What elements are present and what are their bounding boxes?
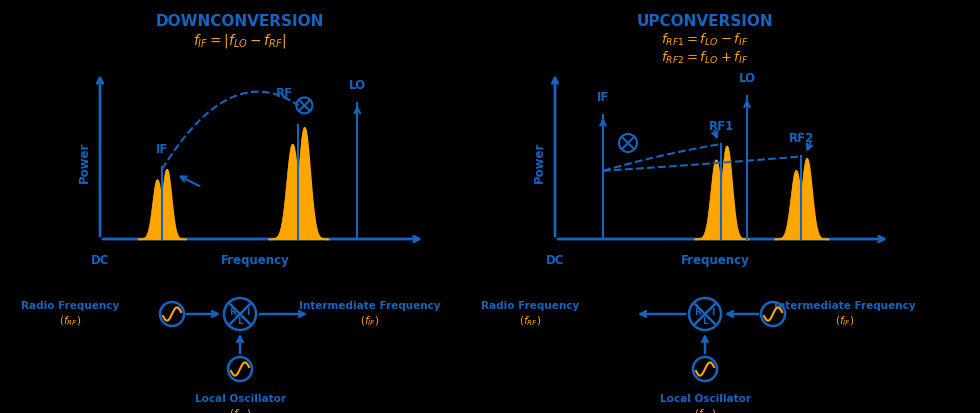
Text: $f_{RF1} = f_{LO} - f_{IF}$: $f_{RF1} = f_{LO} - f_{IF}$ [662, 32, 749, 48]
Text: $(f_{RF})$: $(f_{RF})$ [518, 313, 541, 327]
Text: $(f_{IF})$: $(f_{IF})$ [835, 313, 855, 327]
Text: L: L [237, 316, 243, 325]
Text: DOWNCONVERSION: DOWNCONVERSION [156, 14, 324, 29]
Text: IF: IF [156, 143, 169, 156]
Text: IF: IF [597, 91, 610, 104]
Text: $f_{IF} = |f_{LO} - f_{RF}|$: $f_{IF} = |f_{LO} - f_{RF}|$ [193, 32, 287, 50]
Text: $(f_{IF})$: $(f_{IF})$ [361, 313, 379, 327]
Text: Frequency: Frequency [681, 254, 750, 266]
Text: Local Oscillator: Local Oscillator [660, 393, 751, 403]
Text: R: R [229, 307, 236, 316]
Text: $(f_{LO})$: $(f_{LO})$ [228, 406, 252, 413]
Text: Radio Frequency: Radio Frequency [481, 300, 579, 310]
Text: Intermediate Frequency: Intermediate Frequency [774, 300, 916, 310]
Text: Power: Power [77, 142, 90, 183]
Text: Intermediate Frequency: Intermediate Frequency [299, 300, 441, 310]
Text: LO: LO [739, 72, 756, 85]
Text: RF1: RF1 [709, 120, 734, 133]
Text: I: I [711, 307, 714, 316]
Text: $(f_{LO})$: $(f_{LO})$ [694, 406, 716, 413]
Text: $f_{RF2} = f_{LO} + f_{IF}$: $f_{RF2} = f_{LO} + f_{IF}$ [662, 50, 749, 66]
Text: DC: DC [91, 254, 109, 266]
Text: I: I [246, 307, 249, 316]
Text: Local Oscillator: Local Oscillator [194, 393, 285, 403]
Text: Radio Frequency: Radio Frequency [21, 300, 120, 310]
Text: Frequency: Frequency [220, 254, 289, 266]
Text: Power: Power [532, 142, 546, 183]
Text: UPCONVERSION: UPCONVERSION [637, 14, 773, 29]
Text: $(f_{RF})$: $(f_{RF})$ [59, 313, 81, 327]
Text: LO: LO [349, 78, 366, 91]
Text: RF2: RF2 [789, 132, 814, 145]
Text: R: R [694, 307, 701, 316]
Text: DC: DC [546, 254, 564, 266]
Text: L: L [702, 316, 708, 325]
Text: RF: RF [275, 87, 293, 100]
